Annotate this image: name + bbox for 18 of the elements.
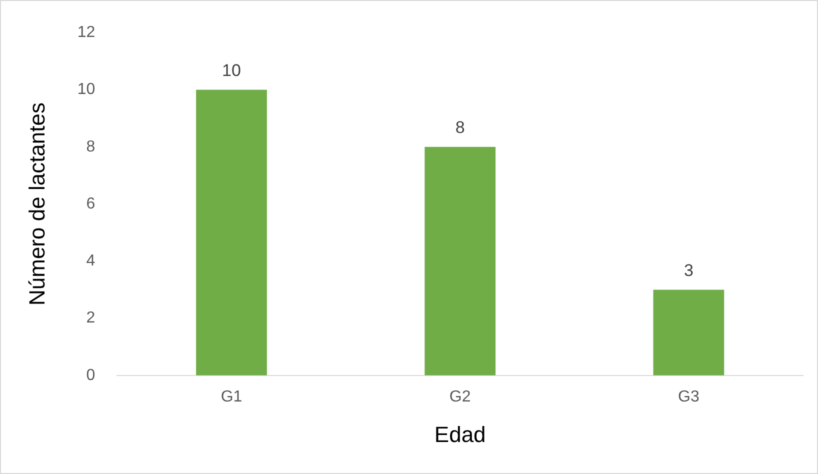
y-tick-label: 2: [86, 310, 96, 327]
bar: [424, 146, 496, 376]
x-tick-label: G1: [220, 388, 242, 406]
data-label: 8: [455, 118, 465, 138]
bar: [196, 90, 267, 376]
x-axis-title: Edad: [434, 422, 486, 447]
x-tick-label: G3: [678, 388, 700, 406]
data-label: 10: [222, 60, 241, 80]
data-label: 3: [684, 260, 694, 280]
x-tick-label: G2: [449, 388, 471, 406]
y-tick-label: 8: [86, 138, 96, 156]
y-tick-label: 10: [77, 81, 96, 98]
bar: [653, 290, 724, 376]
y-tick-label: 0: [86, 366, 96, 384]
y-axis-title: Número de lactantes: [24, 102, 50, 306]
y-tick-label: 12: [77, 24, 96, 42]
y-tick-label: 6: [86, 195, 96, 212]
y-tick-label: 4: [86, 252, 96, 270]
